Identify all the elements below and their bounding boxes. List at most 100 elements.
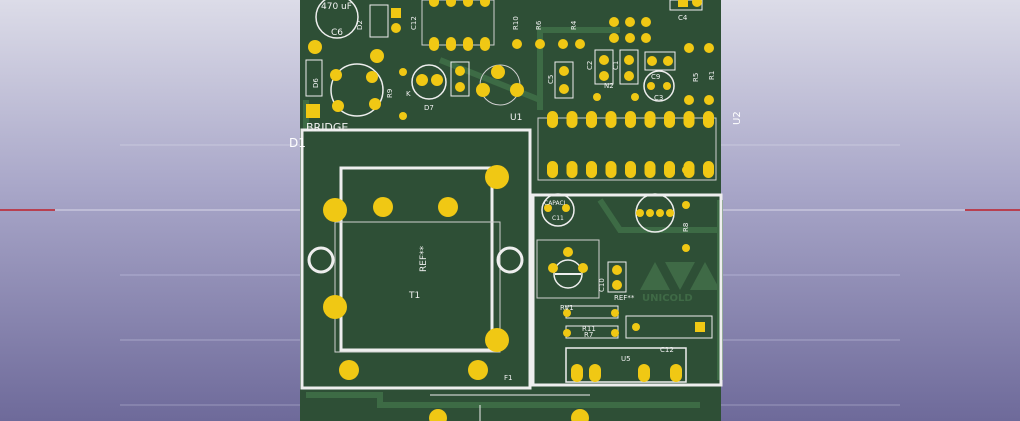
pad-t1-6[interactable] <box>485 328 509 352</box>
pad-grid-1[interactable] <box>609 17 619 27</box>
pad-topic-8[interactable] <box>480 0 490 7</box>
pad-u2-6[interactable] <box>644 111 656 128</box>
pad-bridge-2[interactable] <box>366 71 378 83</box>
pad-rv1-1[interactable] <box>563 247 573 257</box>
pad-bridge-1[interactable] <box>330 69 342 81</box>
pad-grid-3[interactable] <box>641 17 651 27</box>
pad-bottom-1[interactable] <box>429 409 447 421</box>
pad-r4[interactable] <box>558 39 568 49</box>
pad-n2-b[interactable] <box>593 93 601 101</box>
pad-u2-11[interactable] <box>566 161 578 178</box>
pad-c6-1[interactable] <box>308 40 322 54</box>
pad-t1-3[interactable] <box>438 197 458 217</box>
pad-r9-2[interactable] <box>399 112 407 120</box>
pad-d6[interactable] <box>306 104 320 118</box>
pad-r10[interactable] <box>512 39 522 49</box>
pad-u5-4[interactable] <box>670 364 682 382</box>
pad-c5l-1[interactable] <box>455 66 465 76</box>
pad-grid-4[interactable] <box>609 33 619 43</box>
pad-c10-2[interactable] <box>612 280 622 290</box>
pad-c11-2[interactable] <box>562 204 570 212</box>
pad-d2-2[interactable] <box>391 23 401 33</box>
pad-u2-5[interactable] <box>625 111 636 128</box>
pad-r9-1[interactable] <box>399 68 407 76</box>
pad-u2-16[interactable] <box>664 161 675 178</box>
pad-u2-8[interactable] <box>683 111 695 128</box>
pad-r1-2[interactable] <box>704 95 714 105</box>
pad-r1-1[interactable] <box>704 43 714 53</box>
pad-bottom-2[interactable] <box>571 409 589 421</box>
pad-r5-2[interactable] <box>684 95 694 105</box>
pad-r5-1[interactable] <box>684 43 694 53</box>
pad-cap-3[interactable] <box>656 209 664 217</box>
pad-topic-2[interactable] <box>446 37 456 51</box>
pad-cap-2[interactable] <box>646 209 654 217</box>
pad-d7-2[interactable] <box>431 74 443 86</box>
pad-c10-1[interactable] <box>612 265 622 275</box>
pad-c5-1[interactable] <box>559 66 569 76</box>
pad-u2-7[interactable] <box>664 111 675 128</box>
pad-u2-15[interactable] <box>644 161 656 178</box>
pad-t1-4[interactable] <box>485 165 509 189</box>
pad-u2-17[interactable] <box>683 161 695 178</box>
pad-u1-2[interactable] <box>476 83 490 97</box>
pad-u2-3[interactable] <box>586 111 597 128</box>
mount-hole-right[interactable] <box>496 246 524 274</box>
pad-u5-3[interactable] <box>638 364 650 382</box>
pad-c3-2[interactable] <box>663 82 671 90</box>
pad-u2-13[interactable] <box>605 161 617 178</box>
pad-u2-10[interactable] <box>547 161 558 178</box>
pad-bridge-a[interactable] <box>370 49 384 63</box>
pad-rv1-3[interactable] <box>578 263 588 273</box>
pad-bridge-4[interactable] <box>369 98 381 110</box>
pad-r8-2[interactable] <box>682 244 690 252</box>
pad-c12-2[interactable] <box>695 322 705 332</box>
pad-r8-1[interactable] <box>682 201 690 209</box>
top-ic-pads[interactable] <box>306 0 702 118</box>
mount-hole-left[interactable] <box>307 246 335 274</box>
pad-c4-2[interactable] <box>692 0 702 7</box>
pad-grid-6[interactable] <box>641 33 651 43</box>
pad-u2-2[interactable] <box>566 111 578 128</box>
pad-r4-b[interactable] <box>575 39 585 49</box>
pad-u2-1[interactable] <box>547 111 558 128</box>
pad-c3-1[interactable] <box>647 82 655 90</box>
pad-cap-1[interactable] <box>636 209 644 217</box>
pad-c1-2[interactable] <box>624 71 634 81</box>
pad-topic-7[interactable] <box>463 0 473 7</box>
pad-u1-1[interactable] <box>491 65 505 79</box>
pad-c5-2[interactable] <box>559 84 569 94</box>
pad-c11-1[interactable] <box>544 204 552 212</box>
u2-pads[interactable] <box>547 111 714 178</box>
pad-r11-1[interactable] <box>563 309 571 317</box>
pad-c2-1[interactable] <box>599 55 609 65</box>
pad-c2-2[interactable] <box>599 71 609 81</box>
pad-rv1-2[interactable] <box>548 263 558 273</box>
pad-t1-5[interactable] <box>323 295 347 319</box>
pad-c5l-2[interactable] <box>455 82 465 92</box>
pad-topic-3[interactable] <box>463 37 473 51</box>
pad-u2-9[interactable] <box>703 111 714 128</box>
pad-u1-3[interactable] <box>510 83 524 97</box>
pad-topic-1[interactable] <box>429 37 439 51</box>
pad-c12-1[interactable] <box>632 323 640 331</box>
pad-u2-12[interactable] <box>586 161 597 178</box>
pad-u5-1[interactable] <box>571 364 583 382</box>
pad-c4-1[interactable] <box>678 0 688 7</box>
pad-u5-2[interactable] <box>589 364 601 382</box>
pad-c1-1[interactable] <box>624 55 634 65</box>
pad-d2-1[interactable] <box>391 8 401 18</box>
pad-f1-1[interactable] <box>339 360 359 380</box>
pad-c9-2[interactable] <box>663 56 673 66</box>
pad-r11-2[interactable] <box>611 309 619 317</box>
pad-c9-1[interactable] <box>647 56 657 66</box>
pad-grid-5[interactable] <box>625 33 635 43</box>
large-pads[interactable] <box>308 40 714 380</box>
pad-r6[interactable] <box>535 39 545 49</box>
pad-f1-2[interactable] <box>468 360 488 380</box>
pad-grid-2[interactable] <box>625 17 635 27</box>
pad-n2[interactable] <box>631 93 639 101</box>
pad-u2-18[interactable] <box>703 161 714 178</box>
pad-bridge-3[interactable] <box>332 100 344 112</box>
